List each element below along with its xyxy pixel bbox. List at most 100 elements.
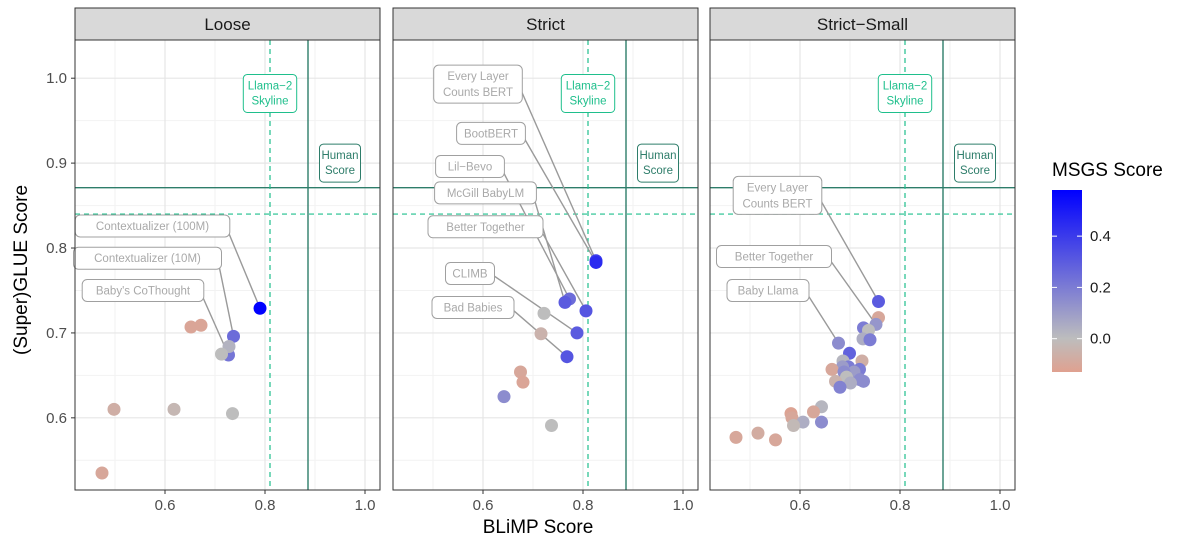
model-label: Bad Babies [444, 302, 503, 314]
label-connector [538, 226, 587, 312]
data-point [579, 304, 593, 318]
model-label-box [716, 245, 832, 269]
panel-strip [74, 7, 381, 41]
skyline-label-text: Skyline [569, 95, 606, 107]
label-connector [520, 133, 597, 263]
panel-title: Strict [526, 15, 565, 34]
model-label-box [456, 121, 526, 145]
y-tick-label: 0.6 [46, 410, 67, 427]
model-label-box [81, 278, 205, 302]
model-label: Contextualizer (100M) [96, 221, 209, 233]
legend-tick-label: 0.4 [1090, 228, 1111, 245]
y-tick-label: 0.7 [46, 325, 67, 342]
panel-title: Strict−Small [817, 15, 908, 34]
model-label: BootBERT [464, 128, 518, 140]
model-label: McGill BabyLM [447, 188, 524, 200]
human-score-label-text: Score [325, 165, 355, 177]
data-point [497, 390, 511, 404]
label-connector [517, 83, 597, 262]
model-label: Every Layer [447, 71, 509, 83]
x-tick-label: 1.0 [355, 497, 376, 514]
human-score-label-box [637, 143, 679, 183]
panel-border [74, 39, 381, 491]
legend-tick-label: 0.2 [1090, 279, 1111, 296]
data-point [832, 336, 845, 350]
data-point [534, 327, 548, 341]
human-score-label-text: Score [643, 165, 673, 177]
panel-0: Loose Llama−2 Skyline Human Score Contextuali… [46, 7, 381, 514]
y-tick-label: 0.8 [46, 240, 67, 257]
model-label: Counts BERT [443, 87, 513, 99]
skyline-label-text: Llama−2 [883, 80, 927, 92]
human-score-label-box [319, 143, 361, 183]
panel-strip [392, 7, 699, 41]
data-point [194, 318, 208, 332]
panel-2: Strict−Small Llama−2 Skyline Human Score Ever… [709, 7, 1016, 514]
model-label-box [73, 246, 222, 270]
label-connector [531, 192, 566, 303]
model-label-box [435, 155, 505, 179]
model-label-box [431, 295, 515, 319]
model-label-box [726, 278, 810, 302]
x-tick-label: 0.6 [155, 497, 176, 514]
data-point [729, 430, 743, 444]
data-point [815, 415, 828, 429]
data-point [769, 433, 782, 447]
model-label-box [434, 181, 537, 205]
x-tick-label: 0.6 [473, 497, 494, 514]
skyline-label-box [877, 73, 933, 113]
skyline-label-text: Llama−2 [248, 80, 292, 92]
panel-background [393, 40, 698, 490]
human-score-label-text: Human [321, 150, 358, 162]
data-point [857, 374, 870, 388]
model-label: Baby Llama [738, 285, 799, 297]
panel-border [392, 39, 699, 491]
data-point [253, 301, 267, 315]
data-point [560, 350, 574, 364]
data-point [537, 306, 551, 320]
model-label-box [445, 261, 495, 285]
data-point [751, 426, 765, 440]
skyline-label-box [242, 73, 298, 113]
data-point [833, 380, 847, 394]
panel-border [709, 39, 1016, 491]
data-point [107, 402, 121, 416]
facet-panels: Loose Llama−2 Skyline Human Score Contextuali… [46, 7, 1016, 514]
model-label: Every Layer [747, 182, 809, 194]
human-score-label-text: Human [639, 150, 676, 162]
data-point [570, 326, 584, 340]
label-connector [216, 258, 235, 337]
data-point [516, 375, 530, 389]
legend-tick-label: 0.0 [1090, 331, 1111, 348]
panel-1: Strict Llama−2 Skyline Human Score Every Laye… [392, 7, 699, 514]
model-label: Better Together [735, 252, 814, 264]
label-connector [225, 225, 261, 309]
x-tick-label: 1.0 [673, 497, 694, 514]
label-connector [804, 290, 840, 344]
model-label-box [427, 215, 544, 239]
data-point [787, 418, 800, 432]
skyline-label-text: Llama−2 [566, 80, 610, 92]
label-connector [490, 272, 578, 334]
data-point [872, 295, 885, 309]
data-point [807, 405, 820, 419]
data-point [215, 347, 228, 361]
y-tick-label: 0.9 [46, 155, 67, 172]
model-label-box [732, 175, 823, 215]
model-label: Contextualizer (10M) [94, 253, 201, 265]
data-point [589, 255, 603, 269]
model-label: Baby's CoThought [96, 285, 191, 297]
x-tick-label: 0.8 [255, 497, 276, 514]
data-point [825, 362, 839, 376]
label-connector [826, 256, 877, 325]
human-score-label-text: Score [960, 165, 990, 177]
x-tick-label: 0.8 [573, 497, 594, 514]
x-tick-label: 1.0 [990, 497, 1011, 514]
data-point [844, 376, 857, 390]
y-tick-label: 1.0 [46, 70, 67, 87]
data-point [863, 333, 877, 347]
data-point [545, 418, 558, 432]
human-score-label-box [954, 143, 996, 183]
x-axis-label: BLiMP Score [483, 517, 594, 538]
